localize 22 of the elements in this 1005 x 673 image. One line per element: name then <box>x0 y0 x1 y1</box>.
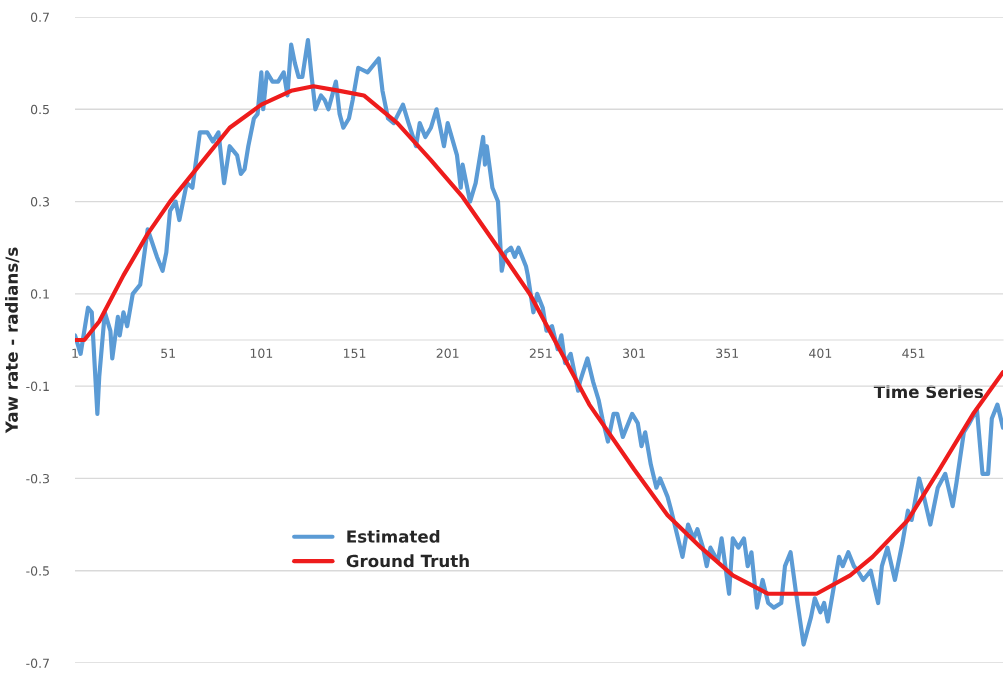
y-tick-label: 0.1 <box>30 289 49 299</box>
x-tick-label: 151 <box>343 348 366 359</box>
y-tick-label: 0.5 <box>30 104 49 115</box>
y-tick-label: -0.1 <box>26 381 49 392</box>
legend-label: Estimated <box>347 529 440 543</box>
x-tick-label: 251 <box>529 348 552 359</box>
y-axis-title: Yaw rate - radians/s <box>5 247 20 434</box>
x-tick-label: 301 <box>623 348 645 359</box>
y-tick-label: -0.7 <box>26 658 49 668</box>
x-axis-title: Time Series <box>873 385 983 399</box>
y-tick-label: 0.3 <box>30 197 49 207</box>
x-tick-label: 401 <box>809 348 832 359</box>
y-tick-label: -0.5 <box>26 566 49 576</box>
x-tick-label: 101 <box>250 348 273 359</box>
x-tick-label: 351 <box>716 348 738 359</box>
x-tick-label: 51 <box>161 348 175 359</box>
x-tick-label: 451 <box>902 348 925 359</box>
x-tick-label: 201 <box>436 348 459 359</box>
y-tick-label: 0.7 <box>30 12 49 22</box>
legend-label: Ground Truth <box>346 554 469 568</box>
x-tick-label: 1 <box>72 348 78 358</box>
y-tick-label: -0.3 <box>26 473 49 484</box>
